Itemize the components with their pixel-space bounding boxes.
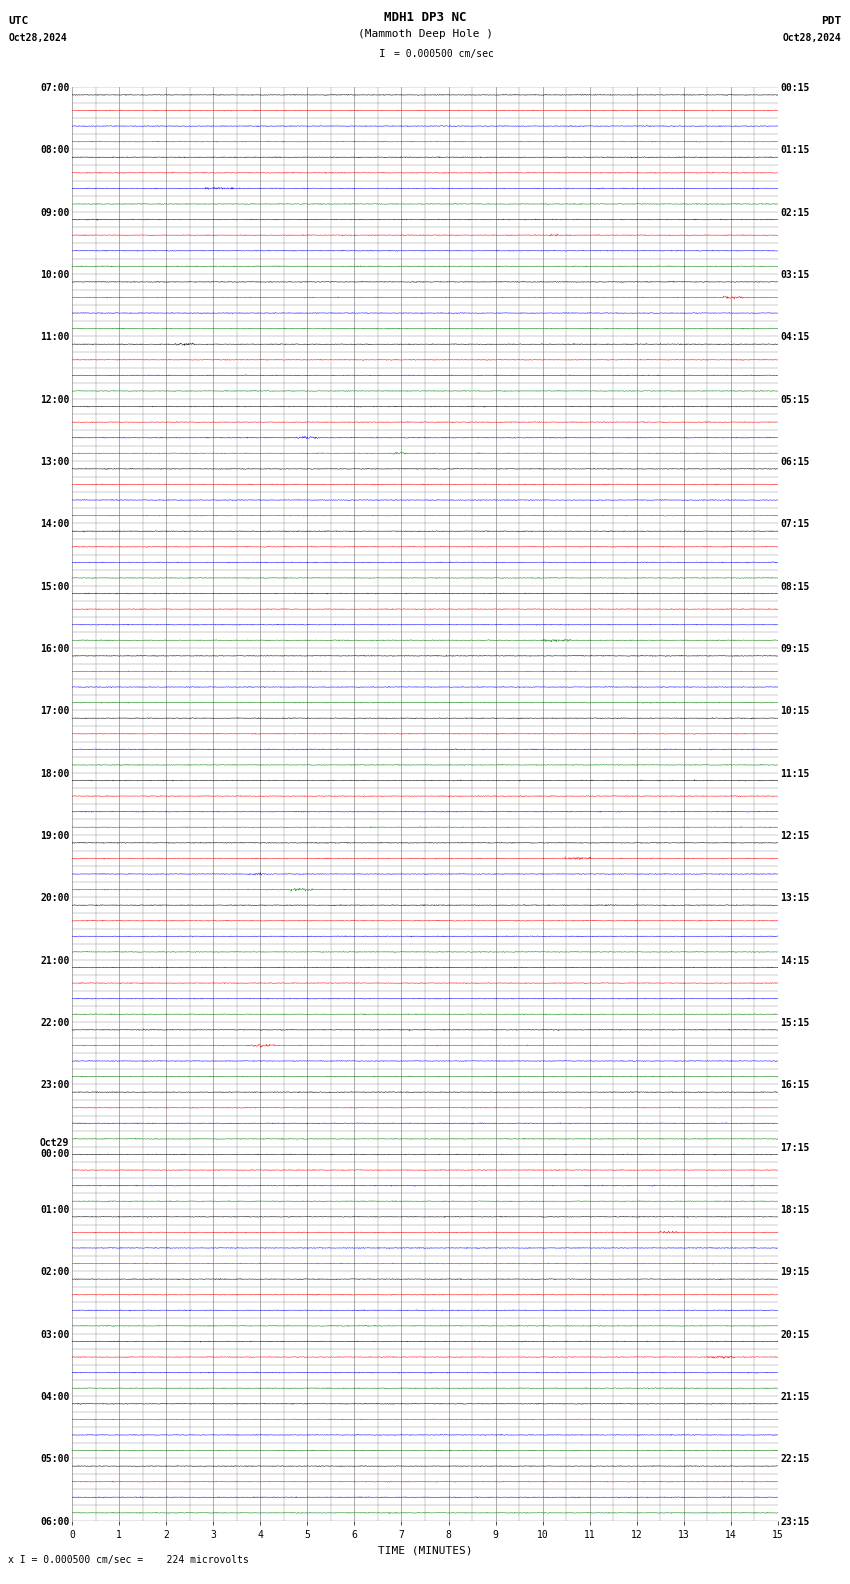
Text: MDH1 DP3 NC: MDH1 DP3 NC (383, 11, 467, 24)
Text: (Mammoth Deep Hole ): (Mammoth Deep Hole ) (358, 29, 492, 38)
X-axis label: TIME (MINUTES): TIME (MINUTES) (377, 1546, 473, 1555)
Text: Oct28,2024: Oct28,2024 (8, 33, 67, 43)
Text: UTC: UTC (8, 16, 29, 25)
Text: Oct28,2024: Oct28,2024 (783, 33, 842, 43)
Text: x I = 0.000500 cm/sec =    224 microvolts: x I = 0.000500 cm/sec = 224 microvolts (8, 1555, 249, 1565)
Text: I: I (379, 49, 386, 59)
Text: = 0.000500 cm/sec: = 0.000500 cm/sec (394, 49, 493, 59)
Text: PDT: PDT (821, 16, 842, 25)
